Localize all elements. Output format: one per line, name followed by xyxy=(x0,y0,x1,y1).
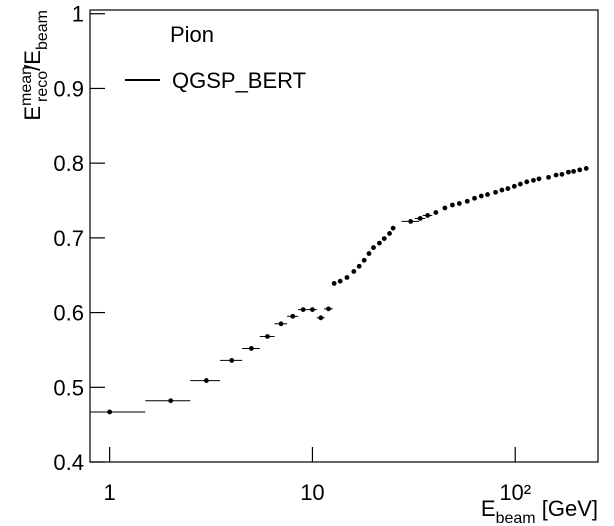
x-axis-label: Ebeam [GeV] xyxy=(481,496,598,526)
data-point xyxy=(485,192,490,197)
data-point xyxy=(377,240,382,246)
data-point xyxy=(524,179,530,185)
data-point xyxy=(559,171,565,177)
data-point xyxy=(204,378,209,383)
data-point xyxy=(310,307,315,312)
data-point xyxy=(499,187,505,193)
data-point xyxy=(531,177,536,183)
y-tick-label: 0.9 xyxy=(53,76,84,101)
data-point xyxy=(553,172,559,178)
legend-title: Pion xyxy=(170,22,214,47)
y-axis-label: Emeanreco/Ebeam xyxy=(18,10,51,121)
data-point xyxy=(331,281,337,286)
data-point xyxy=(265,334,270,339)
data-point xyxy=(107,409,113,415)
axis-label-part: beam xyxy=(34,10,51,50)
x-tick-label: 10² xyxy=(499,480,531,505)
data-point xyxy=(366,251,372,256)
data-point xyxy=(344,275,350,280)
data-point xyxy=(456,201,462,206)
data-point xyxy=(356,263,362,269)
data-point xyxy=(442,205,448,211)
y-tick-label: 0.5 xyxy=(53,375,84,400)
axis-label-part: mean xyxy=(18,66,35,106)
data-point xyxy=(387,230,392,236)
data-point xyxy=(417,216,423,221)
axis-label-part: E xyxy=(481,496,496,521)
data-point xyxy=(290,313,296,319)
legend-label: QGSP_BERT xyxy=(172,68,306,93)
data-point xyxy=(571,168,576,174)
data-point xyxy=(318,315,324,321)
data-point xyxy=(478,193,484,199)
y-tick-label: 0.6 xyxy=(53,301,84,326)
data-point xyxy=(517,181,523,187)
x-tick-label: 10 xyxy=(300,480,324,505)
data-point xyxy=(505,186,511,191)
y-tick-label: 0.8 xyxy=(53,151,84,176)
data-point xyxy=(536,176,542,182)
data-point xyxy=(577,167,583,173)
data-point xyxy=(449,202,455,208)
data-point xyxy=(371,245,376,250)
data-point xyxy=(351,269,357,274)
data-point xyxy=(408,219,414,224)
data-point xyxy=(493,189,498,195)
data-point xyxy=(326,306,331,312)
data-point xyxy=(472,195,477,201)
data-point xyxy=(381,236,387,242)
data-point xyxy=(229,357,235,363)
y-tick-label: 0.7 xyxy=(53,226,84,251)
x-tick-label: 1 xyxy=(104,480,116,505)
y-tick-label: 1 xyxy=(72,2,84,27)
plot-frame xyxy=(89,9,599,463)
data-point xyxy=(566,169,571,175)
data-point xyxy=(390,225,396,231)
data-point xyxy=(425,213,431,218)
data-point xyxy=(168,398,174,404)
data-point xyxy=(583,165,589,171)
data-point xyxy=(300,307,306,312)
axis-label-part: [GeV] xyxy=(536,496,598,521)
axis-label-part: /E xyxy=(20,50,45,71)
data-point xyxy=(433,210,439,215)
axis-label-part: beam xyxy=(496,510,536,526)
data-point xyxy=(337,278,343,284)
data-point xyxy=(361,257,367,263)
axis-label-part: reco xyxy=(34,71,51,102)
y-tick-label: 0.4 xyxy=(53,450,84,475)
data-point xyxy=(464,198,470,204)
data-point xyxy=(278,321,284,327)
data-point xyxy=(511,183,517,189)
axis-label-part: E xyxy=(20,106,45,121)
data-point xyxy=(248,346,254,351)
data-point xyxy=(546,174,551,180)
